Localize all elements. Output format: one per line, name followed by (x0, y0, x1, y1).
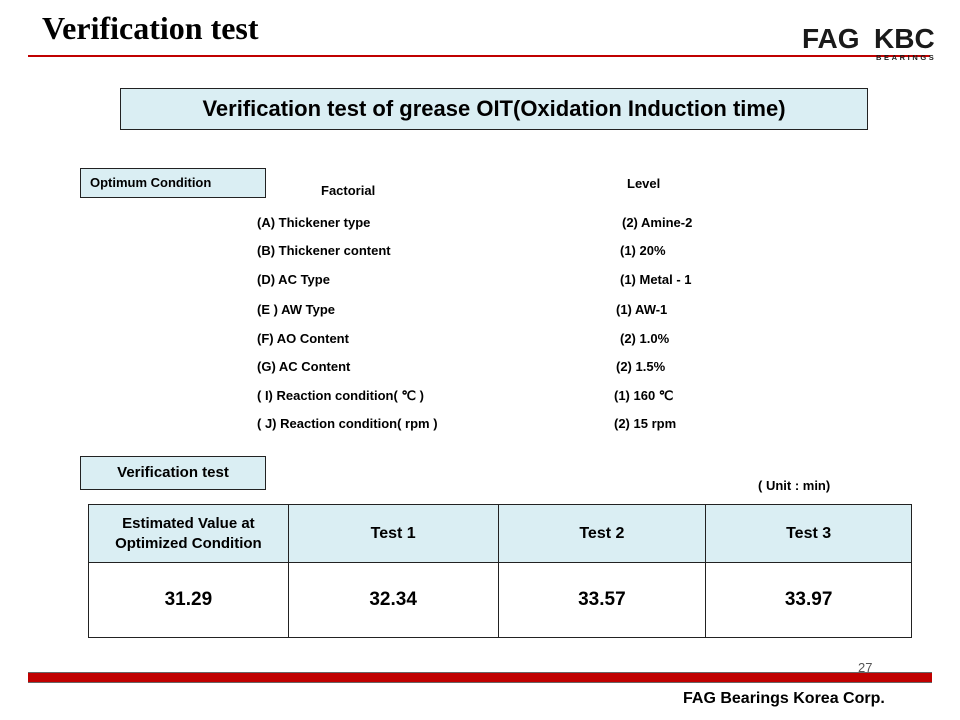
table-header-cell: Estimated Value at Optimized Condition (88, 504, 289, 563)
factor-label: (D) AC Type (257, 272, 330, 287)
level-value: (1) Metal - 1 (620, 272, 692, 287)
level-value: (1) 160 ℃ (614, 388, 674, 403)
slide-title: Verification test (42, 10, 259, 46)
table-cell: 32.34 (287, 562, 499, 638)
level-value: (2) Amine-2 (622, 215, 693, 230)
level-value: (2) 1.0% (620, 331, 670, 346)
factor-label: (E ) AW Type (257, 302, 335, 317)
table-header-cell: Test 3 (705, 504, 912, 563)
level-value: (2) 15 rpm (614, 416, 677, 431)
title-divider (28, 55, 930, 57)
footer-company: FAG Bearings Korea Corp. (683, 690, 885, 707)
logo-fag-text: FAG (802, 23, 860, 54)
results-table: Estimated Value at Optimized Condition T… (88, 504, 912, 638)
factor-label: (B) Thickener content (257, 243, 391, 258)
section-banner: Verification test of grease OIT(Oxidatio… (120, 88, 868, 130)
level-value: (1) 20% (620, 243, 666, 258)
level-header: Level (627, 176, 661, 191)
factorial-header: Factorial (321, 183, 376, 198)
level-value: (2) 1.5% (616, 359, 666, 374)
table-cell: 33.57 (497, 562, 707, 638)
optimum-condition-tag: Optimum Condition (80, 168, 266, 198)
table-cell: 31.29 (88, 562, 289, 638)
factor-label: (G) AC Content (257, 359, 351, 374)
table-header-cell: Test 2 (497, 504, 707, 563)
factor-label: (F) AO Content (257, 331, 349, 346)
verification-test-tag: Verification test (80, 456, 266, 490)
page-number: 27 (858, 660, 873, 675)
factor-label: ( I) Reaction condition( ℃ ) (257, 388, 424, 403)
table-cell: 33.97 (705, 562, 912, 638)
factor-label: ( J) Reaction condition( rpm ) (257, 416, 438, 431)
table-header-row: Estimated Value at Optimized Condition T… (88, 504, 912, 563)
logo-kbc-text: KBC (874, 23, 935, 54)
unit-label: ( Unit : min) (758, 478, 831, 493)
table-header-cell: Test 1 (287, 504, 499, 563)
footer-divider (28, 672, 932, 683)
factor-label: (A) Thickener type (257, 215, 371, 230)
table-row: 31.29 32.34 33.57 33.97 (88, 562, 912, 638)
logo-bearings-text: BEARINGS (876, 53, 936, 62)
company-logo: FAG KBC BEARINGS (802, 23, 936, 62)
level-value: (1) AW-1 (616, 302, 668, 317)
